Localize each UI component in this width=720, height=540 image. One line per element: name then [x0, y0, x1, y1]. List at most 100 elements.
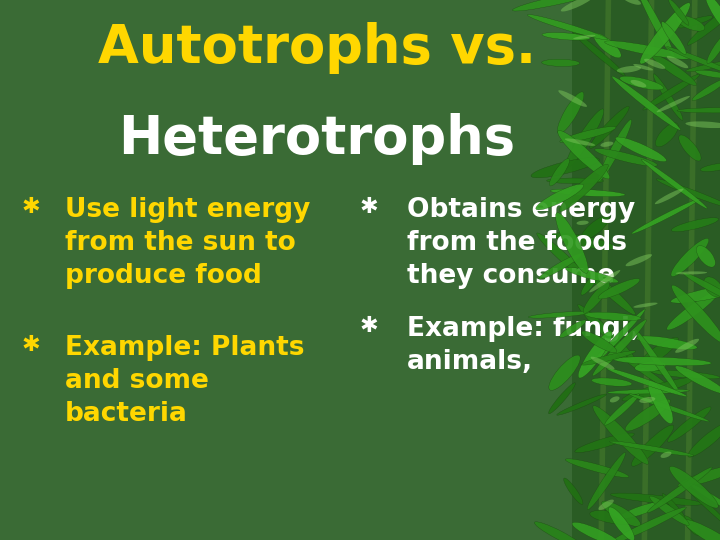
Ellipse shape [626, 254, 652, 266]
Ellipse shape [582, 267, 636, 315]
Ellipse shape [696, 70, 720, 78]
Ellipse shape [639, 397, 655, 403]
Ellipse shape [601, 501, 641, 526]
Ellipse shape [690, 484, 720, 515]
Ellipse shape [625, 399, 670, 431]
Ellipse shape [558, 90, 587, 107]
Ellipse shape [634, 302, 657, 308]
Ellipse shape [648, 380, 673, 423]
Ellipse shape [631, 425, 674, 466]
Ellipse shape [682, 482, 720, 531]
Ellipse shape [536, 184, 584, 210]
Ellipse shape [589, 270, 620, 292]
Ellipse shape [616, 137, 667, 161]
Ellipse shape [561, 0, 593, 11]
Ellipse shape [635, 361, 666, 372]
Ellipse shape [590, 356, 615, 369]
Ellipse shape [657, 96, 690, 112]
Ellipse shape [577, 305, 636, 361]
Ellipse shape [593, 33, 621, 58]
Ellipse shape [660, 451, 672, 458]
Ellipse shape [557, 92, 584, 134]
Ellipse shape [655, 188, 683, 204]
Text: Autotrophs vs.: Autotrophs vs. [98, 22, 536, 73]
Ellipse shape [683, 516, 700, 536]
Ellipse shape [644, 59, 665, 69]
Ellipse shape [590, 510, 635, 524]
Ellipse shape [559, 164, 608, 212]
Ellipse shape [671, 218, 719, 232]
Ellipse shape [667, 56, 688, 68]
Ellipse shape [620, 76, 664, 90]
Text: Example: Plants
and some
bacteria: Example: Plants and some bacteria [65, 335, 305, 427]
Ellipse shape [590, 106, 629, 148]
Ellipse shape [556, 213, 588, 273]
Ellipse shape [541, 59, 580, 66]
Ellipse shape [678, 16, 713, 28]
Ellipse shape [559, 320, 586, 338]
Ellipse shape [572, 522, 620, 540]
Ellipse shape [593, 406, 649, 464]
Ellipse shape [564, 138, 595, 146]
Bar [572, 0, 720, 540]
Text: ✱: ✱ [360, 316, 379, 336]
Ellipse shape [613, 357, 711, 366]
Ellipse shape [629, 394, 709, 422]
Ellipse shape [600, 141, 613, 147]
Text: Example: fungi,
animals,: Example: fungi, animals, [407, 316, 640, 375]
Ellipse shape [667, 291, 719, 330]
Ellipse shape [706, 0, 720, 35]
Ellipse shape [583, 282, 610, 313]
Ellipse shape [671, 238, 708, 276]
Ellipse shape [537, 233, 587, 279]
Ellipse shape [592, 378, 632, 386]
Ellipse shape [582, 331, 617, 353]
Ellipse shape [573, 35, 595, 39]
Ellipse shape [606, 507, 686, 540]
Ellipse shape [513, 0, 607, 11]
Ellipse shape [549, 355, 580, 390]
Ellipse shape [662, 494, 685, 519]
Ellipse shape [707, 34, 720, 64]
Ellipse shape [588, 309, 645, 370]
Ellipse shape [634, 328, 680, 395]
Ellipse shape [605, 394, 639, 425]
Text: ✱: ✱ [360, 197, 379, 217]
Ellipse shape [685, 60, 720, 72]
Ellipse shape [608, 507, 634, 540]
Ellipse shape [655, 123, 678, 147]
Ellipse shape [565, 459, 629, 477]
Ellipse shape [531, 158, 599, 178]
Ellipse shape [696, 246, 716, 267]
Ellipse shape [622, 0, 641, 5]
Ellipse shape [653, 74, 683, 120]
Text: ✱: ✱ [22, 197, 40, 217]
Ellipse shape [683, 273, 720, 304]
Ellipse shape [598, 500, 614, 510]
Ellipse shape [534, 522, 584, 540]
Ellipse shape [619, 502, 663, 519]
Ellipse shape [611, 493, 703, 505]
Ellipse shape [672, 285, 720, 343]
Ellipse shape [631, 199, 700, 234]
Text: ✱: ✱ [22, 335, 40, 355]
Ellipse shape [552, 233, 615, 249]
Ellipse shape [593, 320, 647, 376]
Ellipse shape [651, 54, 696, 85]
Ellipse shape [608, 389, 690, 394]
Ellipse shape [667, 46, 720, 76]
Ellipse shape [678, 465, 720, 487]
Ellipse shape [640, 3, 690, 64]
Ellipse shape [581, 271, 600, 295]
Ellipse shape [637, 0, 675, 58]
Ellipse shape [598, 119, 631, 182]
Ellipse shape [671, 284, 720, 303]
Ellipse shape [692, 78, 720, 100]
Ellipse shape [558, 131, 610, 179]
Ellipse shape [638, 338, 678, 368]
Ellipse shape [539, 253, 582, 279]
Ellipse shape [595, 148, 657, 166]
Ellipse shape [634, 64, 653, 70]
Ellipse shape [528, 312, 590, 318]
Ellipse shape [557, 394, 606, 415]
